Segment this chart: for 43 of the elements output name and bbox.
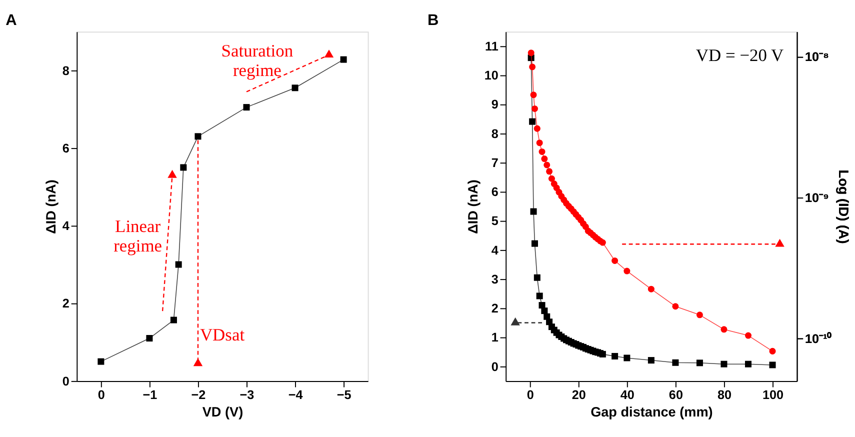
y2-tick-label: 10⁻¹⁰ <box>805 330 832 346</box>
y-tick-label: 5 <box>491 214 498 228</box>
x-tick-label: 80 <box>717 388 732 402</box>
chart-title: A <box>6 12 17 29</box>
annotation: VD = −20 V <box>696 44 784 65</box>
x-tick-label: −4 <box>288 388 303 402</box>
x-tick-label: 40 <box>620 388 634 402</box>
x-axis-title: Gap distance (mm) <box>590 404 713 420</box>
annotation: Saturation regime <box>221 40 294 80</box>
y-tick-label: 6 <box>62 141 70 156</box>
y-tick-label: 8 <box>491 126 498 141</box>
y-tick-label: 8 <box>62 64 70 78</box>
y-tick-label: 6 <box>491 185 498 200</box>
y-tick-label: 9 <box>491 98 498 112</box>
x-axis-title: VD (V) <box>202 404 244 420</box>
x-tick-label: −1 <box>142 388 158 402</box>
x-tick-label: −5 <box>336 388 352 402</box>
x-tick-label: 20 <box>572 388 586 402</box>
x-tick-label: 0 <box>526 388 534 402</box>
y-axis-title: ΔID (nA) <box>466 180 481 234</box>
x-tick-label: −2 <box>191 388 206 402</box>
annotation: Linear regime <box>114 216 162 256</box>
y-tick-label: 2 <box>491 302 498 316</box>
x-tick-label: 0 <box>98 388 105 402</box>
y-axis-title: ΔID (nA) <box>44 180 59 234</box>
y-tick-label: 2 <box>62 296 70 311</box>
y-tick-label: 0 <box>491 360 498 374</box>
y-tick-label: 11 <box>485 40 498 54</box>
x-tick-label: 100 <box>762 388 784 402</box>
y-tick-label: 3 <box>491 272 498 286</box>
y-tick-label: 0 <box>62 374 70 388</box>
y-tick-label: 1 <box>491 330 498 345</box>
y2-tick-label: 10⁻⁹ <box>805 190 830 205</box>
chart-title: B <box>428 12 439 29</box>
annotation: VDsat <box>200 324 245 344</box>
x-tick-label: −3 <box>240 388 254 402</box>
y-tick-label: 10 <box>484 68 498 83</box>
y-tick-label: 4 <box>62 219 70 234</box>
y-tick-label: 4 <box>491 243 498 258</box>
y-tick-label: 7 <box>491 156 498 170</box>
y2-axis-title: Log (ID) (A) <box>836 170 851 244</box>
y2-tick-label: 10⁻⁸ <box>805 50 830 64</box>
x-tick-label: 60 <box>668 388 683 402</box>
